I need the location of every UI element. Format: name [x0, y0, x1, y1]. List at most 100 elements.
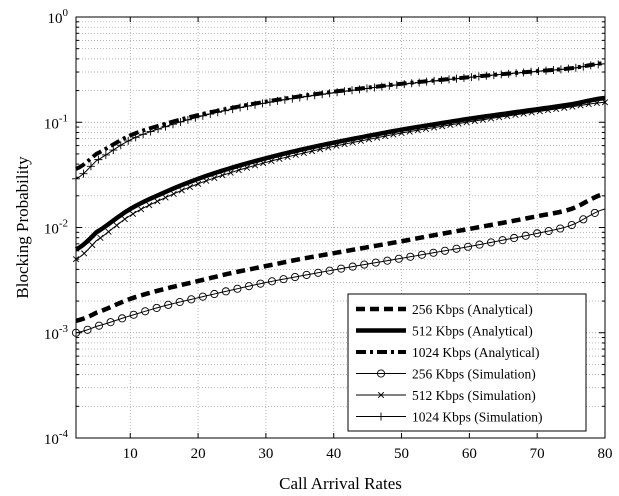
- data-point: [370, 83, 379, 92]
- data-point: [97, 234, 104, 242]
- data-point: [258, 99, 267, 108]
- data-point: [383, 256, 392, 265]
- y-tick-exponent: -4: [59, 428, 69, 440]
- legend-label: 512 Kbps (Analytical): [412, 324, 533, 339]
- data-point: [349, 139, 356, 146]
- data-point: [561, 104, 568, 111]
- data-point: [415, 78, 424, 87]
- data-point: [482, 71, 491, 80]
- data-point: [564, 64, 573, 73]
- data-point: [95, 321, 104, 330]
- y-tick-label: 10-1: [44, 112, 68, 132]
- data-point: [437, 76, 446, 85]
- data-point: [360, 260, 369, 269]
- data-point: [236, 103, 245, 112]
- data-point: [512, 69, 521, 78]
- data-point: [219, 172, 226, 179]
- data-point: [371, 258, 380, 267]
- data-point: [340, 87, 349, 96]
- data-point: [251, 100, 260, 109]
- data-point: [273, 96, 282, 105]
- data-point: [553, 105, 560, 113]
- x-tick-label: 60: [462, 446, 477, 462]
- data-point: [504, 69, 513, 78]
- y-tick-label: 100: [48, 7, 69, 27]
- data-point: [337, 264, 346, 273]
- data-point: [452, 244, 461, 253]
- data-point: [512, 111, 519, 118]
- data-point: [116, 141, 125, 150]
- data-point: [101, 150, 110, 159]
- data-point: [292, 151, 299, 159]
- data-point: [94, 155, 103, 164]
- data-point: [571, 63, 580, 72]
- data-point: [398, 129, 405, 137]
- data-point: [105, 228, 112, 235]
- data-point: [430, 124, 438, 131]
- data-point: [194, 180, 202, 187]
- data-point: [445, 75, 454, 84]
- y-tick-label: 10-4: [44, 428, 69, 448]
- data-point: [244, 282, 253, 291]
- data-point: [567, 220, 576, 230]
- data-point: [533, 229, 542, 238]
- y-tick-exponent: -2: [59, 218, 68, 230]
- legend-label: 1024 Kbps (Analytical): [412, 345, 539, 360]
- data-point: [279, 275, 288, 284]
- data-point: [187, 295, 196, 304]
- y-tick-label: 10-2: [44, 218, 68, 238]
- y-tick-exponent: 0: [63, 7, 69, 19]
- x-tick-label: 70: [530, 446, 545, 462]
- data-point: [400, 80, 409, 89]
- x-tick-label: 10: [123, 446, 138, 462]
- series-1: [75, 191, 606, 323]
- data-point: [178, 187, 185, 194]
- data-point: [317, 146, 324, 153]
- data-point: [154, 198, 161, 205]
- data-point: [520, 110, 527, 117]
- series-line: [74, 95, 606, 252]
- data-point: [504, 112, 511, 120]
- data-point: [164, 300, 173, 309]
- data-point: [544, 107, 552, 114]
- series-6: [72, 60, 606, 183]
- data-point: [487, 115, 495, 122]
- series-line: [75, 191, 606, 323]
- data-point: [497, 70, 506, 79]
- data-point: [288, 94, 297, 103]
- x-tick-label: 30: [258, 446, 273, 462]
- legend-marker: [377, 391, 385, 399]
- data-point: [362, 84, 371, 93]
- data-point: [455, 120, 462, 127]
- data-point: [577, 102, 584, 109]
- data-point: [544, 226, 553, 236]
- data-point: [280, 95, 289, 104]
- data-point: [406, 252, 415, 261]
- data-point: [534, 67, 543, 76]
- data-point: [118, 314, 127, 323]
- data-point: [439, 123, 446, 130]
- legend-marker: [377, 412, 385, 421]
- data-point: [385, 81, 394, 90]
- data-point: [284, 153, 291, 160]
- data-point: [121, 216, 128, 223]
- series-line: [75, 208, 606, 334]
- data-point: [528, 109, 535, 116]
- data-point: [175, 297, 184, 307]
- y-tick-base: 10: [44, 116, 59, 132]
- data-point: [594, 60, 603, 69]
- data-point: [89, 241, 96, 249]
- data-point: [295, 93, 304, 102]
- data-point: [303, 92, 312, 101]
- legend-box: [347, 293, 587, 432]
- data-point: [267, 277, 277, 286]
- data-point: [170, 190, 177, 197]
- data-point: [392, 80, 401, 89]
- data-point: [459, 73, 468, 82]
- data-point: [141, 307, 150, 316]
- data-point: [146, 127, 155, 136]
- data-point: [475, 240, 484, 249]
- data-point: [183, 115, 192, 124]
- data-point: [302, 270, 311, 279]
